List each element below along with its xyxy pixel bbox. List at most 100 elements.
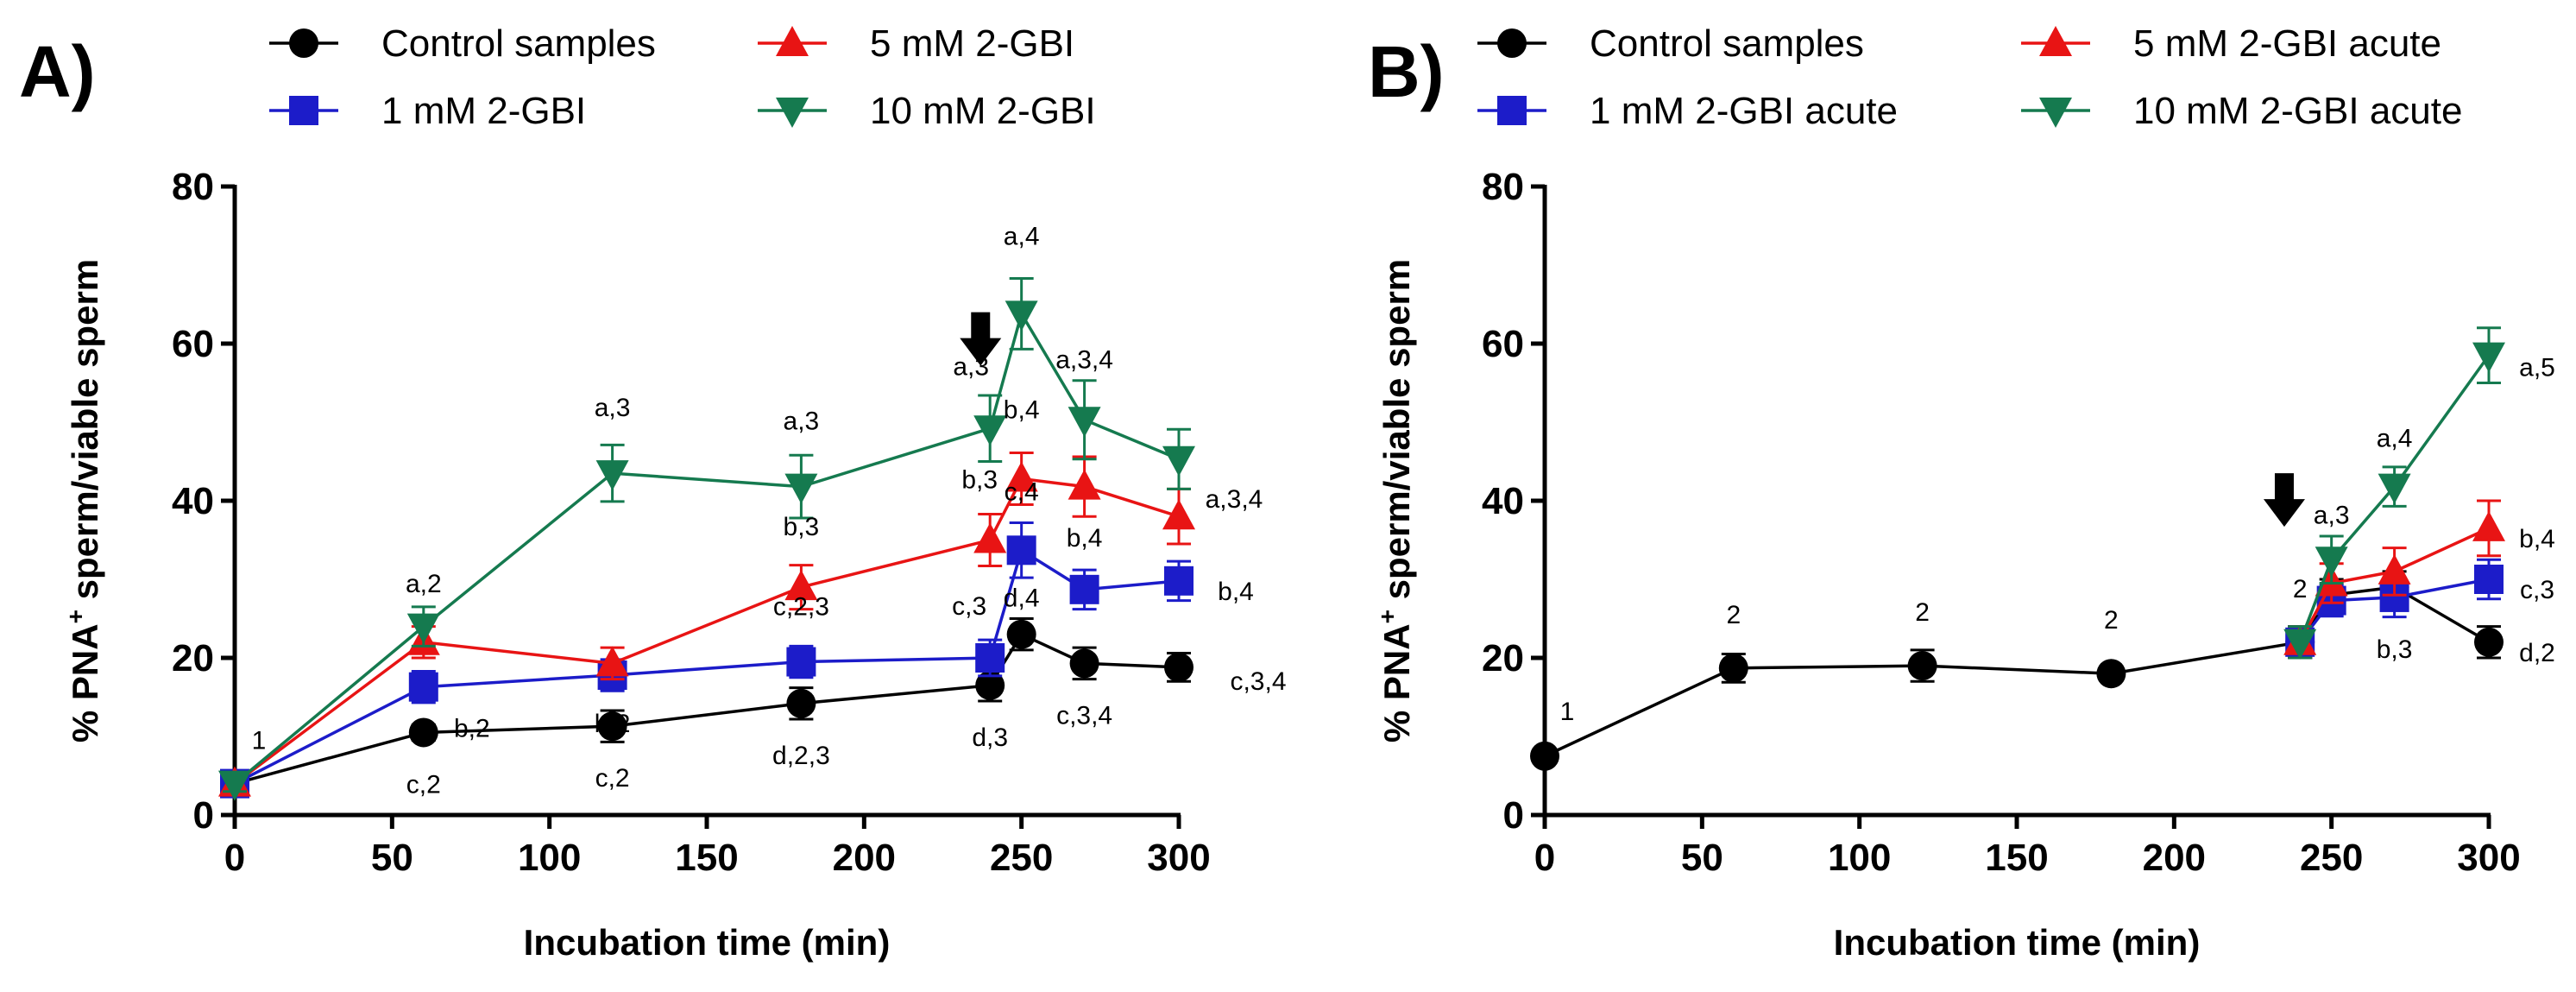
- y-axis-title-part: sperm/viable sperm: [1376, 259, 1417, 610]
- series-line: [2298, 527, 2490, 643]
- series-control-samples: [220, 617, 1194, 799]
- data-point: [595, 460, 629, 491]
- data-annotation: a,2: [406, 570, 442, 598]
- data-point: [1164, 652, 1194, 682]
- data-annotation: c,3: [2520, 576, 2554, 604]
- data-annotation: b,2: [595, 710, 631, 738]
- series-line: [234, 632, 1180, 786]
- y-tick-label: 0: [1503, 794, 1524, 837]
- x-tick-label: 0: [1534, 837, 1555, 879]
- data-point: [2315, 547, 2348, 578]
- legend-label: 1 mM 2-GBI: [381, 90, 586, 132]
- data-annotation: c,2: [406, 770, 441, 799]
- data-annotation: 2: [1726, 601, 1741, 629]
- legend: Control samples 5 mM 2-GBI 1 mM 2-GBI 10 mM…: [269, 22, 1096, 132]
- data-annotation: b,3: [784, 513, 820, 541]
- data-point: [406, 613, 440, 644]
- chart-panel-b: B) 0 50 100 150 200 250 300 0 20 40 60 80 Incubation …: [1368, 22, 2555, 963]
- data-annotation: b,4: [1067, 524, 1103, 553]
- data-annotation: c,4: [1005, 477, 1039, 506]
- chart-panel-a: A) 0 50 100 150 200 250 300 0 20 40 60 80 Incubation …: [19, 22, 1287, 963]
- series-control-samples: [1530, 570, 2504, 771]
- down-arrow-icon: [2263, 473, 2305, 528]
- legend-item: 1 mM 2-GBI acute: [1477, 90, 1898, 132]
- y-axis-title-superscript: +: [1374, 610, 1401, 623]
- data-annotation: a,3: [784, 408, 820, 436]
- data-point: [2474, 627, 2504, 657]
- y-axis-title: % PNA+ sperm/viable sperm: [62, 259, 105, 742]
- data-annotation: 1: [1560, 698, 1575, 726]
- series-10-mm-2-gbi: [218, 276, 1195, 801]
- y-axis-title: % PNA+ sperm/viable sperm: [1374, 259, 1417, 742]
- data-annotation: b,4: [1218, 578, 1254, 606]
- data-point: [1005, 300, 1038, 332]
- data-annotation: b,3: [2377, 635, 2413, 664]
- data-annotation: d,2: [2519, 639, 2555, 667]
- legend-item: Control samples: [269, 22, 656, 65]
- data-point: [1907, 651, 1937, 681]
- data-annotation: 2: [2293, 575, 2308, 603]
- y-tick-label: 0: [193, 794, 214, 837]
- data-point: [1005, 461, 1038, 492]
- data-annotation: a,4: [1004, 222, 1040, 250]
- data-point: [2472, 342, 2505, 373]
- data-point: [975, 643, 1005, 673]
- data-annotation: c,3,4: [1230, 667, 1286, 696]
- data-annotation: c,2,3: [773, 593, 829, 622]
- x-tick-label: 50: [1681, 837, 1723, 879]
- data-point: [1162, 499, 1195, 530]
- legend-item: 10 mM 2-GBI acute: [2021, 90, 2462, 132]
- series-10-mm-2-gbi-acute: [2283, 326, 2505, 660]
- legend-item: 5 mM 2-GBI: [758, 22, 1074, 65]
- data-annotation: c,2: [595, 764, 630, 793]
- data-point: [973, 522, 1007, 553]
- legend: Control samples 5 mM 2-GBI acute 1 mM 2-GB…: [1477, 22, 2462, 132]
- x-tick-label: 200: [833, 837, 896, 879]
- y-tick-label: 20: [172, 637, 214, 679]
- legend-marker: [2039, 98, 2072, 128]
- data-point: [1068, 469, 1101, 500]
- panel-label: B): [1368, 31, 1445, 112]
- data-point: [1530, 741, 1559, 771]
- y-axis-title-superscript: +: [62, 610, 89, 623]
- legend-label: Control samples: [381, 22, 656, 65]
- series-line: [2298, 354, 2491, 643]
- data-point: [218, 770, 251, 801]
- data-annotation: b,4: [2519, 525, 2555, 553]
- data-point: [1164, 566, 1194, 596]
- y-tick-label: 80: [172, 166, 214, 208]
- y-axis-title-part: % PNA: [65, 623, 105, 742]
- legend-marker: [2039, 26, 2072, 56]
- data-annotation: a,3,4: [1206, 485, 1263, 514]
- x-tick-label: 250: [2300, 837, 2363, 879]
- data-point: [597, 711, 627, 742]
- legend-marker: [1497, 96, 1527, 125]
- x-tick-label: 100: [518, 837, 581, 879]
- data-point: [973, 415, 1007, 446]
- x-tick-label: 250: [990, 837, 1053, 879]
- data-point: [786, 688, 816, 718]
- legend-label: 5 mM 2-GBI: [870, 22, 1074, 65]
- x-axis-title: Incubation time (min): [524, 922, 891, 963]
- data-annotation: a,4: [2377, 425, 2413, 453]
- series-line: [233, 477, 1180, 786]
- y-tick-label: 40: [1482, 480, 1524, 522]
- data-point: [975, 670, 1005, 700]
- legend-label: 5 mM 2-GBI acute: [2133, 22, 2441, 65]
- legend-marker: [776, 98, 809, 128]
- series-line: [1544, 585, 2490, 758]
- legend-item: 5 mM 2-GBI acute: [2021, 22, 2441, 65]
- series-line: [233, 309, 1180, 785]
- x-tick-label: 300: [2457, 837, 2520, 879]
- data-point: [2096, 659, 2126, 689]
- data-point: [786, 647, 816, 677]
- data-point: [1006, 535, 1036, 566]
- data-annotation: b,2: [454, 715, 490, 743]
- legend-item: 10 mM 2-GBI: [758, 90, 1096, 132]
- data-point: [2474, 565, 2504, 594]
- data-point: [2472, 510, 2505, 541]
- legend-marker: [1497, 28, 1527, 58]
- x-tick-label: 150: [675, 837, 738, 879]
- x-axis-title: Incubation time (min): [1834, 922, 2201, 963]
- data-point: [2283, 629, 2317, 660]
